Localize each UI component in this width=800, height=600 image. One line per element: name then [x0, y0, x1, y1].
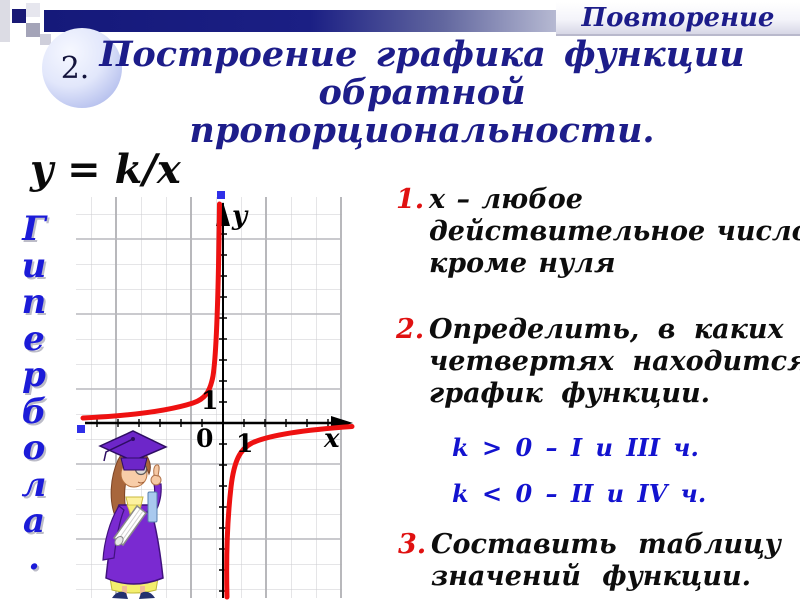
rule-item-2: 2. Определить, в каких четвертях находит… [396, 314, 800, 410]
deco-square-navy [12, 9, 26, 23]
vword-letter: Г [22, 209, 46, 249]
item-3-line-2: значений функции. [431, 561, 752, 592]
x-axis-label: x [323, 424, 340, 454]
selection-handle-top[interactable] [217, 191, 225, 199]
item-3-line-1: Составить таблицу [431, 529, 781, 560]
x-axis-ticks [96, 419, 329, 427]
hyperbola-branch-q4 [224, 424, 355, 600]
deco-square-light [26, 3, 40, 17]
item-2-line-3: график функции. [429, 378, 711, 409]
vword-letter: п [21, 282, 47, 322]
vword-letter: р [22, 355, 46, 395]
repetition-label-box: Повторение [556, 2, 800, 36]
deco-square-faint [40, 34, 51, 45]
vword-letter: б [21, 391, 47, 432]
vword-letter: л [21, 464, 47, 505]
title-line-3: пропорциональности. [189, 110, 655, 151]
vword-letter: и [21, 245, 47, 286]
vword-letter: а [22, 501, 46, 541]
vword-letter: . [28, 537, 40, 578]
repetition-label: Повторение [581, 3, 775, 33]
item-1-line-3: кроме нуля [429, 248, 616, 279]
function-formula: y = k/x [30, 146, 181, 193]
note-k-positive: k > 0 – I и III ч. [452, 433, 699, 462]
y-axis-ticks [219, 233, 227, 592]
vword-letter: е [23, 318, 45, 359]
grid-heavy-vlines [115, 197, 342, 598]
rule-item-1: 1. х – любое действительное число, кроме… [396, 184, 800, 280]
title-line-1: Построение графика функции [99, 34, 745, 75]
x-unit-label: 1 [236, 429, 253, 458]
item-2-line-2: четвертях находится [429, 346, 800, 377]
slide-number-badge: 2. [42, 28, 122, 108]
item-2-line-1: Определить, в каких [429, 314, 784, 345]
note-k-negative: k < 0 – II и IV ч. [452, 479, 707, 508]
vword-letter: о [22, 428, 46, 468]
rule-item-3: 3. Составить таблицу значений функции. [398, 529, 781, 593]
item-1-line-2: действительное число, [429, 216, 800, 247]
deco-square-gray [26, 23, 40, 37]
hyperbola-branch-q2 [80, 201, 222, 421]
header-gradient-bar [44, 10, 556, 32]
item-number: 1. [396, 184, 425, 215]
item-1-line-1: х – любое [429, 184, 583, 215]
origin-label: 0 [196, 424, 213, 453]
y-axis-label: y [231, 201, 249, 231]
graduate-clipart [98, 430, 168, 599]
left-edge-strip [0, 0, 10, 42]
slide-title: Построение графика функции обратной проп… [88, 36, 756, 150]
slide-number-text: 2. [60, 50, 90, 86]
title-line-2: обратной [318, 72, 526, 113]
item-number: 3. [398, 529, 427, 560]
hyperbola-graph: y x 0 1 1 [76, 191, 355, 600]
y-unit-label: 1 [201, 386, 218, 415]
selection-handle-left[interactable] [77, 425, 85, 433]
vertical-word-hyperbola: Г и п е р б о л а . [10, 211, 58, 576]
item-number: 2. [396, 314, 425, 345]
